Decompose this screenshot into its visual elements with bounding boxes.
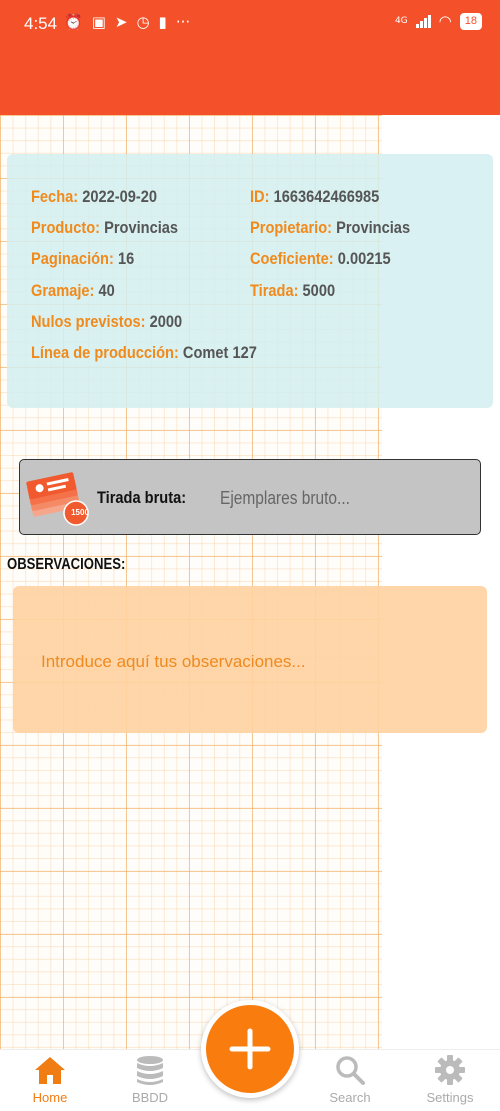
nav-bbdd-label: BBDD	[131, 1090, 169, 1105]
propietario-value: Provincias	[336, 218, 411, 237]
fecha-value: 2022-09-20	[82, 187, 157, 206]
nav-home[interactable]: Home	[15, 1054, 85, 1105]
ejemplares-bruto-input[interactable]: Ejemplares bruto...	[220, 488, 350, 508]
paginacion-value: 16	[117, 249, 135, 268]
status-time: 4:54	[24, 14, 58, 33]
production-info-card: Fecha: 2022-09-20 ID: 1663642466985 Prod…	[7, 154, 493, 408]
tirada-value: 5000	[302, 281, 336, 300]
tirada-bruta-label: Tirada bruta:	[97, 488, 187, 507]
producto-label: Producto:	[31, 218, 101, 237]
nav-search-label: Search	[329, 1090, 371, 1105]
linea-value: Comet 127	[182, 343, 257, 362]
observaciones-textarea[interactable]: Introduce aquí tus observaciones...	[13, 586, 487, 733]
status-system-icons: 4G ◠ 18	[395, 12, 482, 30]
battery-icon: 18	[459, 12, 482, 30]
app-bar: 4:54 ⏰ ▣ ➤ ◷ ▮ ··· 4G ◠ 18	[0, 0, 500, 115]
home-icon	[35, 1057, 65, 1084]
fecha-label: Fecha:	[31, 187, 79, 206]
telegram-icon: ➤	[114, 13, 128, 31]
clock-icon: ◷	[136, 13, 150, 31]
observaciones-title: OBSERVACIONES:	[7, 556, 126, 573]
tirada-label: Tirada:	[250, 281, 299, 300]
field-id: ID: 1663642466985	[250, 187, 379, 207]
signal-icon	[415, 14, 431, 28]
producto-value: Provincias	[104, 218, 179, 237]
coeficiente-value: 0.00215	[337, 249, 391, 268]
field-producto: Producto: Provincias	[31, 218, 178, 238]
add-button[interactable]	[201, 1000, 299, 1098]
coeficiente-label: Coeficiente:	[250, 249, 334, 268]
nav-settings[interactable]: Settings	[415, 1054, 485, 1105]
gramaje-label: Gramaje:	[31, 281, 95, 300]
nfc-icon: ▣	[91, 13, 106, 31]
gear-icon	[435, 1055, 465, 1085]
field-propietario: Propietario: Provincias	[250, 218, 410, 238]
propietario-label: Propietario:	[250, 218, 333, 237]
nav-home-label: Home	[32, 1090, 68, 1105]
field-nulos-previstos: Nulos previstos: 2000	[31, 312, 182, 332]
trash-icon: ▮	[158, 13, 167, 31]
nulos-label: Nulos previstos:	[31, 312, 146, 331]
search-icon	[336, 1056, 365, 1085]
badge-count: 1500	[71, 508, 89, 517]
database-icon	[137, 1056, 163, 1085]
alarm-icon: ⏰	[64, 13, 83, 31]
network-type: 4G	[394, 16, 408, 26]
field-tirada: Tirada: 5000	[250, 281, 335, 301]
id-value: 1663642466985	[273, 187, 380, 206]
plus-icon	[229, 1028, 271, 1070]
stacked-papers-icon	[26, 472, 89, 526]
nav-search[interactable]: Search	[315, 1054, 385, 1105]
nav-bbdd[interactable]: BBDD	[115, 1054, 185, 1105]
observaciones-placeholder: Introduce aquí tus observaciones...	[41, 652, 306, 671]
more-icon: ···	[175, 13, 191, 31]
gramaje-value: 40	[98, 281, 115, 300]
paginacion-label: Paginación:	[31, 249, 114, 268]
field-fecha: Fecha: 2022-09-20	[31, 187, 157, 207]
wifi-icon: ◠	[438, 12, 452, 30]
linea-label: Línea de producción:	[31, 343, 179, 362]
nulos-value: 2000	[149, 312, 183, 331]
status-notification-icons: ⏰ ▣ ➤ ◷ ▮ ···	[64, 13, 190, 31]
nav-settings-label: Settings	[426, 1090, 474, 1105]
field-paginacion: Paginación: 16	[31, 249, 134, 269]
field-coeficiente: Coeficiente: 0.00215	[250, 249, 391, 269]
tirada-bruta-field[interactable]: 1500 Tirada bruta: Ejemplares bruto...	[19, 459, 481, 535]
id-label: ID:	[250, 187, 270, 206]
field-linea-produccion: Línea de producción: Comet 127	[31, 343, 257, 363]
field-gramaje: Gramaje: 40	[31, 281, 115, 301]
